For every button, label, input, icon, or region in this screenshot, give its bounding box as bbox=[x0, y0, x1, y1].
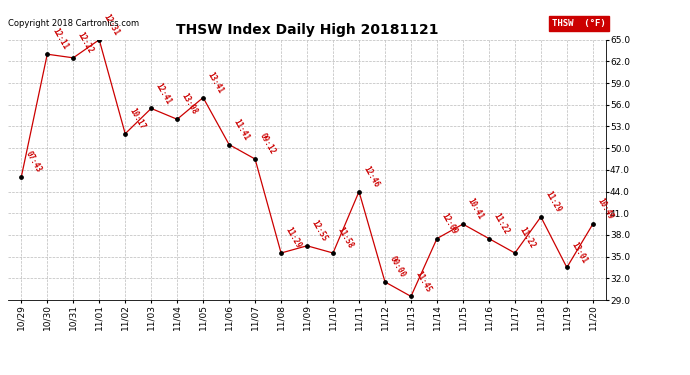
Point bbox=[68, 55, 79, 61]
Text: Copyright 2018 Cartronics.com: Copyright 2018 Cartronics.com bbox=[8, 19, 139, 28]
Text: 12:22: 12:22 bbox=[76, 30, 95, 55]
Point bbox=[172, 116, 183, 122]
Point bbox=[197, 94, 208, 100]
Text: 11:29: 11:29 bbox=[544, 189, 563, 214]
Text: 13:41: 13:41 bbox=[206, 70, 225, 95]
Text: 12:46: 12:46 bbox=[362, 164, 381, 189]
Text: 13:08: 13:08 bbox=[180, 92, 199, 117]
Text: 12:41: 12:41 bbox=[154, 81, 173, 106]
Point bbox=[457, 221, 469, 227]
Text: 12:11: 12:11 bbox=[50, 27, 70, 51]
Point bbox=[353, 189, 364, 195]
Text: 00:00: 00:00 bbox=[388, 255, 407, 279]
Text: 09:12: 09:12 bbox=[258, 132, 277, 156]
Point bbox=[16, 174, 27, 180]
Text: 11:29: 11:29 bbox=[284, 226, 303, 250]
Point bbox=[275, 250, 286, 256]
Point bbox=[535, 214, 546, 220]
Point bbox=[94, 37, 105, 43]
Point bbox=[41, 51, 52, 57]
Point bbox=[146, 105, 157, 111]
Text: 13:01: 13:01 bbox=[570, 240, 589, 265]
Point bbox=[250, 156, 261, 162]
Text: 12:55: 12:55 bbox=[310, 219, 329, 243]
Point bbox=[406, 293, 417, 299]
Text: 11:22: 11:22 bbox=[518, 226, 537, 250]
Point bbox=[484, 236, 495, 242]
Point bbox=[302, 243, 313, 249]
Text: 11:41: 11:41 bbox=[232, 117, 251, 142]
Point bbox=[509, 250, 520, 256]
Text: 10:49: 10:49 bbox=[595, 197, 615, 221]
Title: THSW Index Daily High 20181121: THSW Index Daily High 20181121 bbox=[176, 23, 438, 37]
Point bbox=[587, 221, 598, 227]
Text: 07:43: 07:43 bbox=[24, 150, 43, 174]
Text: THSW  (°F): THSW (°F) bbox=[552, 19, 606, 28]
Text: 10:41: 10:41 bbox=[466, 197, 485, 221]
Point bbox=[328, 250, 339, 256]
Text: 11:45: 11:45 bbox=[414, 269, 433, 294]
Point bbox=[119, 131, 130, 137]
Text: 10:17: 10:17 bbox=[128, 106, 148, 131]
Text: 11:22: 11:22 bbox=[492, 211, 511, 236]
Point bbox=[380, 279, 391, 285]
Text: 11:58: 11:58 bbox=[336, 226, 355, 250]
Point bbox=[224, 142, 235, 148]
Point bbox=[562, 264, 573, 270]
Text: 12:09: 12:09 bbox=[440, 211, 459, 236]
Text: 12:31: 12:31 bbox=[102, 12, 121, 37]
Point bbox=[431, 236, 442, 242]
